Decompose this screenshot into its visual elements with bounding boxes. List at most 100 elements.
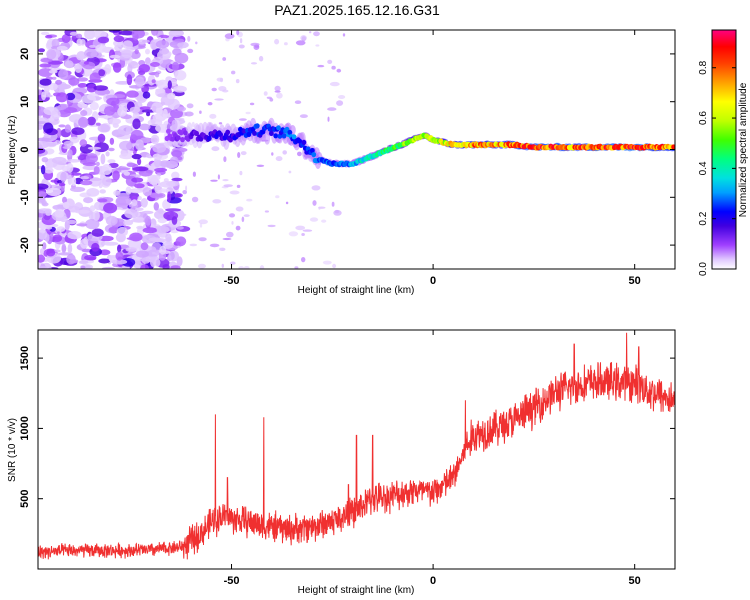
- heatmap-noise-cell: [56, 45, 68, 51]
- heatmap-noise-cell: [70, 186, 86, 192]
- heatmap-noise-cell: [93, 201, 105, 211]
- heatmap-noise-cell: [69, 31, 78, 36]
- heatmap-noise-cell: [62, 196, 67, 204]
- heatmap-noise-cell: [221, 263, 224, 268]
- heatmap-noise-cell: [67, 174, 73, 185]
- heatmap-noise-cell: [327, 107, 337, 111]
- heatmap-noise-cell: [245, 111, 251, 115]
- heatmap-noise-cell: [107, 147, 115, 152]
- heatmap-noise-cell: [342, 33, 346, 37]
- heatmap-noise-cell: [87, 146, 101, 150]
- heatmap-noise-cell: [301, 257, 306, 263]
- heatmap-noise-cell: [264, 210, 269, 213]
- heatmap-noise-cell: [140, 264, 149, 269]
- y-tick-label: -10: [19, 189, 31, 205]
- heatmap-noise-cell: [331, 65, 336, 70]
- heatmap-noise-cell: [62, 201, 70, 209]
- heatmap-noise-cell: [46, 226, 53, 230]
- heatmap-noise-cell: [132, 118, 141, 130]
- heatmap-noise-cell: [98, 258, 111, 264]
- heatmap-noise-cell: [336, 100, 344, 106]
- heatmap-noise-cell: [219, 247, 222, 251]
- heatmap-noise-cell: [134, 183, 145, 189]
- heatmap-noise-cell: [38, 124, 44, 130]
- heatmap-noise-cell: [224, 33, 235, 39]
- heatmap-noise-cell: [112, 62, 122, 73]
- heatmap-noise-cell: [64, 124, 72, 133]
- heatmap-noise-cell: [51, 109, 61, 120]
- heatmap-noise-cell: [64, 60, 74, 69]
- heatmap-noise-cell: [222, 237, 232, 241]
- heatmap-noise-cell: [129, 232, 143, 242]
- heatmap-noise-cell: [117, 244, 122, 253]
- colorbar-label: Normalized spectral amplitude: [738, 82, 749, 217]
- heatmap-noise-cell: [41, 202, 49, 207]
- heatmap-noise-cell: [89, 177, 102, 181]
- ridge-cell: [180, 137, 185, 143]
- heatmap-noise-cell: [223, 156, 227, 163]
- heatmap-noise-cell: [276, 92, 283, 99]
- heatmap-noise-cell: [67, 231, 82, 240]
- heatmap-noise-cell: [155, 73, 160, 78]
- heatmap-noise-cell: [317, 64, 325, 68]
- heatmap-noise-cell: [97, 133, 106, 143]
- heatmap-noise-cell: [115, 81, 131, 85]
- heatmap-noise-cell: [93, 85, 108, 91]
- heatmap-noise-cell: [39, 78, 52, 86]
- heatmap-noise-cell: [52, 234, 63, 242]
- heatmap-noise-cell: [38, 208, 52, 214]
- heatmap-noise-cell: [263, 91, 268, 96]
- heatmap-noise-cell: [48, 69, 58, 74]
- heatmap-noise-cell: [154, 167, 168, 173]
- heatmap-noise-cell: [151, 79, 156, 84]
- heatmap-noise-cell: [123, 219, 134, 226]
- heatmap-noise-cell: [80, 110, 88, 117]
- heatmap-noise-cell: [134, 76, 145, 87]
- heatmap-noise-cell: [84, 48, 98, 59]
- snr-frame: [37, 329, 676, 570]
- spectrogram-panel: -50 0 50 -20 -10 0 10 20 Height of straight lin…: [7, 29, 676, 296]
- heatmap-noise-cell: [91, 228, 104, 237]
- heatmap-noise-cell: [212, 199, 222, 204]
- ridge-cell: [246, 131, 252, 137]
- heatmap-noise-cell: [168, 30, 184, 37]
- heatmap-noise-cell: [88, 211, 94, 220]
- heatmap-noise-cell: [297, 151, 302, 157]
- heatmap-noise-cell: [171, 177, 183, 182]
- heatmap-noise-cell: [259, 265, 265, 269]
- heatmap-noise-cell: [80, 180, 93, 186]
- heatmap-noise-cell: [118, 30, 135, 36]
- figure-title: PAZ1.2025.165.12.16.G31: [274, 2, 440, 18]
- spectrogram-ticks: -50 0 50 -20 -10 0 10 20: [19, 30, 675, 287]
- heatmap-noise-cell: [77, 83, 88, 88]
- heatmap-noise-cell: [142, 187, 152, 197]
- heatmap-noise-cell: [93, 166, 100, 175]
- snr-ticks: -50 0 50 500 1000 1500: [19, 330, 675, 587]
- heatmap-noise-cell: [241, 216, 245, 223]
- y-tick-label: 500: [19, 490, 31, 508]
- ridge-cell: [170, 136, 176, 142]
- heatmap-noise-cell: [97, 198, 108, 203]
- heatmap-noise-cell: [78, 116, 89, 128]
- heatmap-noise-cell: [274, 38, 280, 45]
- x-tick-label: -50: [224, 275, 240, 287]
- heatmap-noise-cell: [198, 219, 208, 225]
- heatmap-noise-cell: [144, 215, 152, 226]
- colorbar-gradient: [711, 29, 737, 270]
- heatmap-noise-cell: [112, 170, 120, 181]
- heatmap-noise-cell: [135, 139, 144, 151]
- heatmap-noise-cell: [162, 108, 168, 120]
- heatmap-noise-cell: [302, 229, 313, 232]
- heatmap-noise-cell: [295, 225, 306, 231]
- heatmap-noise-cell: [101, 266, 116, 269]
- ridge-cell: [311, 152, 317, 158]
- heatmap-noise-cell: [115, 167, 131, 171]
- heatmap-noise-cell: [150, 62, 160, 67]
- heatmap-noise-cell: [284, 42, 288, 46]
- heatmap-noise-cell: [39, 63, 52, 68]
- heatmap-noise-cell: [192, 171, 196, 177]
- heatmap-noise-cell: [274, 85, 281, 92]
- ridge-cell: [198, 136, 204, 142]
- heatmap-noise-cell: [331, 201, 335, 207]
